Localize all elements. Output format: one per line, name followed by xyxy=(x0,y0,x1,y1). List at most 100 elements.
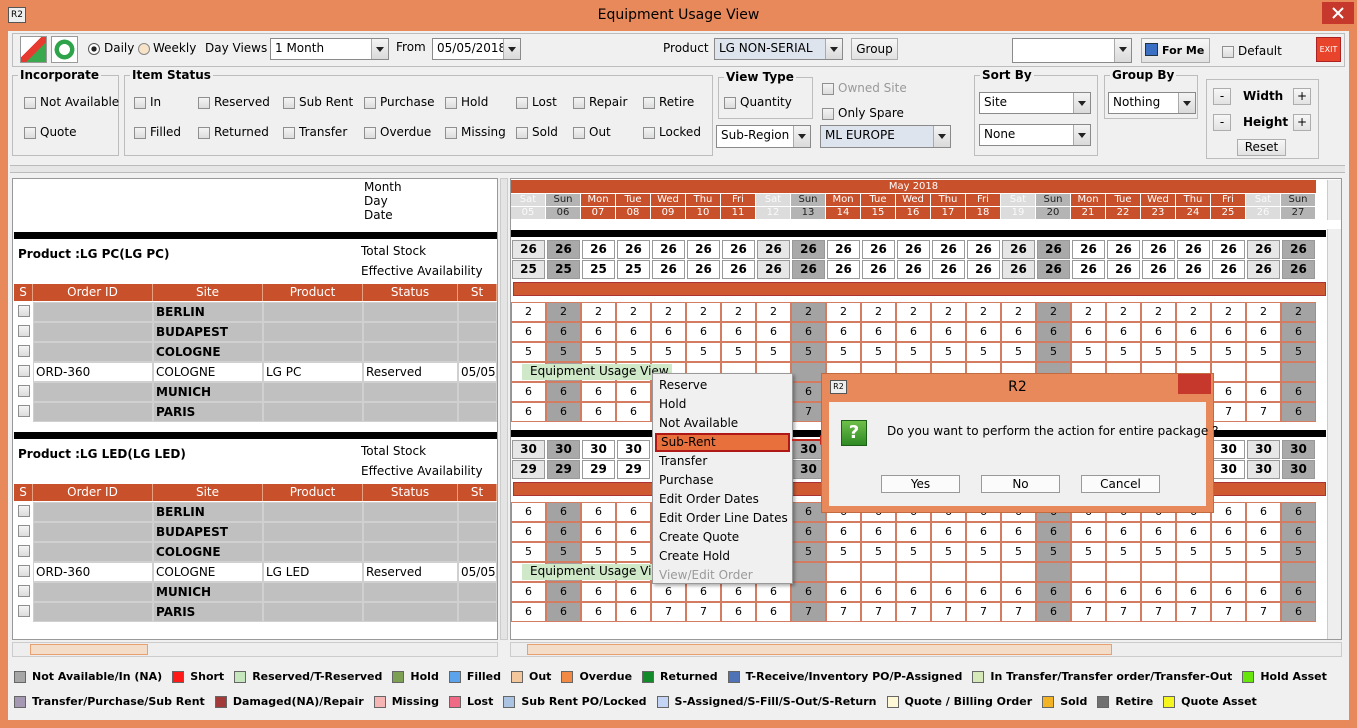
checkbox[interactable] xyxy=(283,97,295,109)
row-checkbox[interactable] xyxy=(18,305,30,317)
checkbox[interactable] xyxy=(822,83,834,95)
dropdown-arrow[interactable] xyxy=(503,39,520,59)
checkbox[interactable] xyxy=(364,127,376,139)
checkbox[interactable] xyxy=(643,127,655,139)
dropdown-arrow[interactable] xyxy=(371,39,388,59)
dialog-close[interactable] xyxy=(1178,374,1211,394)
column-header: Status xyxy=(363,484,458,501)
checkbox[interactable] xyxy=(134,127,146,139)
stock-cell: 26 xyxy=(827,260,860,279)
checkbox[interactable] xyxy=(198,97,210,109)
row-checkbox[interactable] xyxy=(18,605,30,617)
checkbox[interactable] xyxy=(134,97,146,109)
row-checkbox[interactable] xyxy=(18,365,30,377)
checkbox[interactable] xyxy=(724,97,736,109)
legend-item: Transfer/Purchase/Sub Rent xyxy=(14,695,205,708)
grid-cell: 6 xyxy=(616,582,651,602)
combo-box[interactable]: None xyxy=(979,124,1091,146)
dialog-button[interactable]: No xyxy=(981,475,1060,493)
combo-box[interactable] xyxy=(1012,38,1132,63)
checkbox[interactable] xyxy=(364,97,376,109)
row-checkbox[interactable] xyxy=(18,545,30,557)
dialog-button[interactable]: Yes xyxy=(881,475,960,493)
menu-item[interactable]: Sub-Rent xyxy=(655,433,790,452)
menu-item[interactable]: Not Available xyxy=(659,416,739,430)
cell xyxy=(363,322,458,342)
grid-cell: 6 xyxy=(1001,522,1036,542)
legend-label: Not Available/In (NA) xyxy=(32,670,163,683)
row-checkbox[interactable] xyxy=(18,565,30,577)
dropdown-arrow[interactable] xyxy=(1073,125,1090,145)
row-checkbox[interactable] xyxy=(18,585,30,597)
row-checkbox[interactable] xyxy=(18,325,30,337)
size-button[interactable]: + xyxy=(1293,114,1311,131)
checkbox[interactable] xyxy=(573,97,585,109)
date-field[interactable]: 05/05/2018 xyxy=(432,38,521,60)
checkbox[interactable] xyxy=(1222,46,1234,58)
checkbox[interactable] xyxy=(24,97,36,109)
dropdown-arrow[interactable] xyxy=(1073,93,1090,113)
column-header: St xyxy=(458,284,497,301)
checkbox[interactable] xyxy=(198,127,210,139)
dropdown-arrow[interactable] xyxy=(1178,93,1195,113)
grid-cell: 6 xyxy=(931,322,966,342)
radio-weekly[interactable] xyxy=(138,43,150,55)
menu-item[interactable]: Edit Order Line Dates xyxy=(659,511,788,525)
radio-daily[interactable] xyxy=(88,43,100,55)
checkbox[interactable] xyxy=(822,108,834,120)
grid-cell: 7 xyxy=(1141,602,1176,622)
checkbox[interactable] xyxy=(445,97,457,109)
menu-item[interactable]: Purchase xyxy=(659,473,714,487)
row-checkbox[interactable] xyxy=(18,385,30,397)
grid-cell: 6 xyxy=(1106,522,1141,542)
exit-button[interactable]: EXIT xyxy=(1316,37,1341,62)
menu-item[interactable]: Create Hold xyxy=(659,549,731,563)
grid-cell: 5 xyxy=(1211,342,1246,362)
size-button[interactable]: - xyxy=(1213,114,1231,131)
button[interactable]: Reset xyxy=(1237,139,1286,156)
scroll-thumb[interactable] xyxy=(30,644,148,655)
dropdown-arrow[interactable] xyxy=(1114,39,1131,62)
size-button[interactable]: + xyxy=(1293,88,1311,105)
button[interactable]: Group xyxy=(851,38,898,60)
menu-item[interactable]: Hold xyxy=(659,397,687,411)
checkbox[interactable] xyxy=(573,127,585,139)
row-checkbox[interactable] xyxy=(18,345,30,357)
checkbox[interactable] xyxy=(516,97,528,109)
scroll-thumb[interactable] xyxy=(527,644,1112,655)
refresh-icon[interactable] xyxy=(51,36,78,63)
grid-cell: 6 xyxy=(721,322,756,342)
menu-item[interactable]: Transfer xyxy=(659,454,708,468)
dropdown-arrow[interactable] xyxy=(793,126,810,147)
checkbox[interactable] xyxy=(643,97,655,109)
checkbox[interactable] xyxy=(24,127,36,139)
menu-item[interactable]: Create Quote xyxy=(659,530,740,544)
close-window[interactable] xyxy=(1322,2,1354,24)
dropdown-arrow[interactable] xyxy=(933,126,950,147)
checkbox[interactable] xyxy=(445,127,457,139)
combo-box[interactable]: Site xyxy=(979,92,1091,114)
column-header: Order ID xyxy=(33,484,153,501)
font-icon[interactable] xyxy=(20,36,47,63)
row-checkbox[interactable] xyxy=(18,505,30,517)
day-header: Mon xyxy=(1071,194,1105,206)
row-checkbox[interactable] xyxy=(18,405,30,417)
combo-box[interactable]: 1 Month xyxy=(270,38,389,60)
dialog-button[interactable]: Cancel xyxy=(1081,475,1160,493)
combo-box[interactable]: LG NON-SERIAL xyxy=(714,38,843,60)
column-header: S xyxy=(14,284,33,301)
checkbox[interactable] xyxy=(283,127,295,139)
combo-box[interactable]: Sub-Region xyxy=(716,125,811,148)
grid-cell: 5 xyxy=(896,342,931,362)
row-checkbox[interactable] xyxy=(18,525,30,537)
dropdown-arrow[interactable] xyxy=(825,39,842,59)
menu-item[interactable]: Reserve xyxy=(659,378,708,392)
legend-item: Hold xyxy=(392,670,439,683)
checkbox-label: Default xyxy=(1238,44,1282,58)
for-me-button[interactable]: For Me xyxy=(1141,38,1210,63)
size-button[interactable]: - xyxy=(1213,88,1231,105)
checkbox[interactable] xyxy=(516,127,528,139)
menu-item[interactable]: Edit Order Dates xyxy=(659,492,759,506)
combo-box[interactable]: Nothing xyxy=(1108,92,1196,114)
combo-box[interactable]: ML EUROPE xyxy=(820,125,951,148)
